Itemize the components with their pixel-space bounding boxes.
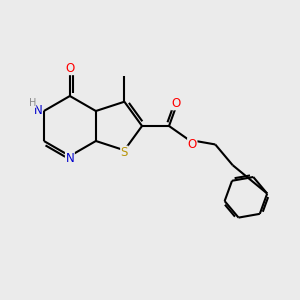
Text: O: O	[65, 61, 74, 75]
Text: S: S	[121, 146, 128, 159]
Text: N: N	[65, 152, 74, 165]
Text: H: H	[29, 98, 36, 108]
Text: N: N	[34, 104, 42, 118]
Text: O: O	[188, 138, 197, 151]
Text: O: O	[172, 97, 181, 110]
